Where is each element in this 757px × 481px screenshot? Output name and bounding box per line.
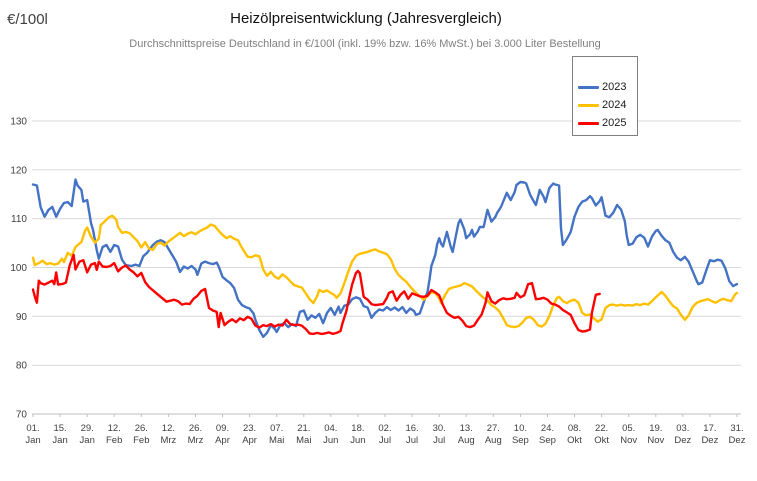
- legend-label-2024: 2024: [602, 98, 627, 111]
- x-tick-label: 02. Jul: [378, 423, 391, 446]
- x-tick-label: 16. Jul: [405, 423, 418, 446]
- series-line-2023: [31, 178, 739, 338]
- x-tick-label: 21. Mai: [296, 423, 311, 446]
- x-tick-label: 19. Nov: [647, 423, 664, 446]
- x-tick-label: 03. Dez: [674, 423, 691, 446]
- x-tick-label: 26. Feb: [133, 423, 149, 446]
- x-tick-label: 30. Jul: [433, 423, 446, 446]
- x-tick-label: 01. Jan: [25, 423, 40, 446]
- x-tick-label: 22. Okt: [594, 423, 609, 446]
- legend-swatch-2023: [578, 85, 599, 89]
- y-tick-label-80: 80: [16, 361, 28, 372]
- y-tick-label-110: 110: [11, 214, 27, 225]
- x-tick-label: 27. Aug: [485, 423, 502, 446]
- x-tick-label: 05. Nov: [620, 423, 637, 446]
- y-tick-label-90: 90: [16, 312, 28, 323]
- legend-entry-2023: 2023: [578, 78, 637, 96]
- x-tick-label: 08. Okt: [567, 423, 582, 446]
- y-tick-label-120: 120: [10, 165, 27, 176]
- x-tick-label: 04. Jun: [323, 423, 338, 446]
- x-tick-label: 13. Aug: [458, 423, 475, 446]
- x-tick-label: 23. Apr: [242, 423, 257, 446]
- x-tick-label: 31. Dez: [729, 423, 746, 446]
- y-axis-unit-label: €/100l: [7, 11, 48, 28]
- legend-swatch-2025: [578, 121, 599, 125]
- legend-entry-2025: 2025: [578, 114, 637, 132]
- x-tick-label: 12. Feb: [106, 423, 122, 446]
- legend-entry-2024: 2024: [578, 96, 637, 114]
- y-tick-label-70: 70: [16, 410, 28, 421]
- x-tick-label: 15. Jan: [52, 423, 67, 446]
- legend-label-2025: 2025: [602, 116, 627, 129]
- x-tick-label: 29. Jan: [80, 423, 95, 446]
- legend-swatch-2024: [578, 103, 599, 107]
- chart-subtitle: Durchschnittspreise Deutschland in €/100…: [129, 38, 601, 50]
- chart-legend: 2023 2024 2025: [572, 56, 638, 136]
- x-tick-label: 07. Mai: [269, 423, 284, 446]
- x-tick-label: 12. Mrz: [160, 423, 176, 446]
- x-tick-label: 26. Mrz: [188, 423, 204, 446]
- x-tick-label: 17. Dez: [701, 423, 718, 446]
- x-tick-label: 24. Sep: [539, 423, 556, 446]
- y-tick-label-130: 130: [10, 117, 27, 128]
- x-tick-label: 10. Sep: [512, 423, 529, 446]
- series-line-2024: [31, 214, 739, 329]
- legend-label-2023: 2023: [602, 80, 627, 93]
- chart-title: Heizölpreisentwicklung (Jahresvergleich): [230, 10, 502, 27]
- x-tick-label: 18. Jun: [350, 423, 365, 446]
- x-tick-label: 09. Apr: [215, 423, 230, 446]
- series-line-2025: [31, 253, 601, 336]
- y-tick-label-100: 100: [10, 263, 27, 274]
